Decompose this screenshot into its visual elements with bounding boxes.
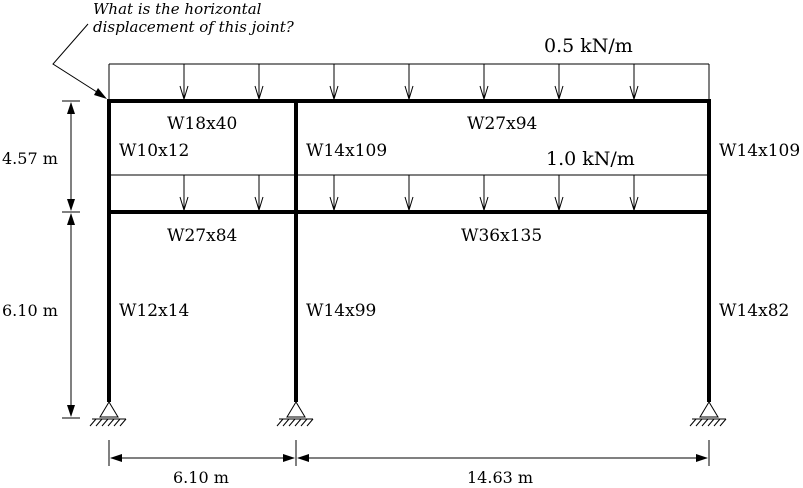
upper-right-column-label: W14x109 <box>719 141 800 161</box>
roof-left-beam-label: W18x40 <box>167 114 237 134</box>
roof-right-beam-label: W27x94 <box>467 114 537 134</box>
middle-pin-support <box>276 401 314 427</box>
horizontal-dimension <box>108 440 710 466</box>
lower-height-label: 6.10 m <box>2 301 58 320</box>
floor-load-label: 1.0 kN/m <box>546 148 635 170</box>
question-line-2: displacement of this joint? <box>93 18 295 36</box>
upper-middle-column-label: W14x109 <box>306 141 387 161</box>
roof-load-arrows <box>108 64 710 101</box>
floor-load-arrows <box>179 175 639 212</box>
lower-middle-column-label: W14x99 <box>306 301 376 321</box>
upper-height-label: 4.57 m <box>2 149 58 168</box>
floor-left-beam-label: W27x84 <box>167 226 237 246</box>
vertical-dimension <box>62 100 80 419</box>
question-leader-line <box>52 23 101 95</box>
roof-load-label: 0.5 kN/m <box>544 35 633 57</box>
left-pin-support <box>89 401 127 427</box>
upper-left-column-label: W10x12 <box>119 141 189 161</box>
floor-right-beam-label: W36x135 <box>461 226 542 246</box>
right-pin-support <box>689 401 727 427</box>
right-bay-label: 14.63 m <box>467 468 533 487</box>
left-bay-label: 6.10 m <box>173 468 229 487</box>
lower-left-column-label: W12x14 <box>119 301 189 321</box>
question-arrowhead <box>94 88 107 99</box>
lower-right-column-label: W14x82 <box>719 301 789 321</box>
question-line-1: What is the horizontal <box>93 0 262 18</box>
